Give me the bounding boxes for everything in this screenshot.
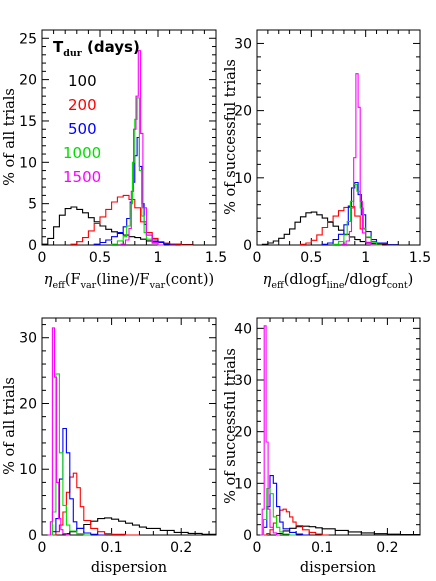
x-tick-label: 0.5	[89, 250, 111, 266]
panel-top-left-series	[41, 50, 205, 246]
x-tick-label: 0.1	[100, 540, 122, 556]
legend-entry-100: 100	[68, 72, 97, 90]
series-200-line	[52, 472, 140, 536]
legend: Tdur (days) 100 200 500 1000 1500	[53, 38, 140, 186]
series-100-line	[270, 525, 421, 536]
series-500-line	[321, 181, 399, 246]
panel-top-right-y-ticks: 0 10 20 30	[234, 29, 420, 254]
y-tick-label: 30	[19, 331, 37, 347]
x-tick-label: 0.2	[170, 540, 192, 556]
y-tick-label: 30	[234, 36, 252, 52]
legend-entry-1000: 1000	[63, 144, 101, 162]
series-1000-line	[260, 487, 297, 536]
panel-bottom-left-y-ticks: 0 10 20 30	[19, 324, 216, 544]
series-100-line	[55, 517, 217, 536]
panel-bottom-right: 0 0.1 0.2 0 10 20 30 40 % of successful trials…	[223, 317, 421, 576]
panel-bottom-right-ylabel: % of successful trials	[223, 348, 239, 504]
series-1500-line	[120, 50, 164, 246]
legend-entry-200: 200	[68, 96, 97, 114]
panel-top-left: 0 0.5 1 1.5 0 5 10 15 20 25 % of all trials ηeff…	[2, 29, 227, 291]
series-1000-line	[111, 97, 164, 246]
y-tick-label: 10	[19, 155, 37, 171]
panel-top-left-y-ticks: 0 5 10 15 20 25	[19, 29, 216, 254]
x-tick-label: 0.2	[376, 540, 398, 556]
y-tick-label: 20	[234, 104, 252, 120]
x-tick-label: 1.5	[205, 250, 227, 266]
x-tick-label: 1.5	[409, 250, 431, 266]
y-tick-label: 5	[28, 197, 37, 213]
legend-entry-1500: 1500	[63, 168, 101, 186]
legend-entry-500: 500	[68, 120, 97, 138]
y-tick-label: 20	[234, 425, 252, 441]
x-tick-label: 1	[361, 250, 370, 266]
x-tick-label: 0	[253, 250, 262, 266]
panel-bottom-left-ylabel: % of all trials	[2, 377, 18, 475]
panel-bottom-left-xlabel: dispersion	[91, 560, 167, 576]
series-1500-line	[260, 325, 280, 536]
panel-top-right-ylabel: % of successful trials	[223, 59, 239, 215]
panel-top-left-ylabel: % of all trials	[2, 88, 18, 186]
panel-bottom-right-y-ticks: 0 10 20 30 40	[234, 317, 420, 544]
panel-bottom-right-xlabel: dispersion	[300, 560, 376, 576]
panel-top-right-xlabel: ηeff(dlogfline/dlogfcont)	[263, 272, 414, 291]
panel-top-right-series	[257, 73, 410, 246]
y-tick-label: 0	[28, 238, 37, 254]
y-tick-label: 20	[19, 396, 37, 412]
y-tick-label: 0	[243, 528, 252, 544]
panel-bottom-left-x-ticks: 0 0.1 0.2	[38, 318, 210, 556]
y-tick-label: 25	[19, 31, 37, 47]
y-tick-label: 30	[234, 373, 252, 389]
series-1000-line	[49, 373, 91, 536]
panel-top-right-x-ticks: 0 0.5 1 1.5	[253, 30, 431, 266]
legend-title: Tdur (days)	[53, 38, 140, 59]
y-tick-label: 15	[19, 114, 37, 130]
x-tick-label: 0	[253, 540, 262, 556]
series-500-line	[49, 427, 105, 536]
y-tick-label: 40	[234, 321, 252, 337]
series-1500-line	[341, 73, 377, 246]
panel-bottom-left-series	[47, 327, 217, 536]
x-tick-label: 0.5	[300, 250, 322, 266]
panel-bottom-left: 0 0.1 0.2 0 10 20 30 % of all trials dispersi…	[2, 317, 217, 576]
panel-top-left-x-ticks: 0 0.5 1 1.5	[38, 30, 227, 266]
x-tick-label: 0	[38, 540, 47, 556]
series-100-line	[257, 211, 410, 246]
series-1000-line	[332, 183, 382, 246]
y-tick-label: 10	[19, 462, 37, 478]
x-tick-label: 1	[154, 250, 163, 266]
y-tick-label: 20	[19, 73, 37, 89]
y-tick-label: 10	[234, 171, 252, 187]
series-1500-line	[47, 327, 70, 536]
x-tick-label: 0	[38, 250, 47, 266]
series-200-line	[70, 194, 193, 246]
panel-bottom-right-x-ticks: 0 0.1 0.2	[253, 318, 414, 556]
x-tick-label: 0.1	[311, 540, 333, 556]
panel-top-left-xlabel: ηeff(Fvar(line)/Fvar(cont))	[44, 272, 214, 291]
y-tick-label: 10	[234, 476, 252, 492]
y-tick-label: 0	[28, 528, 37, 544]
panel-bottom-right-series	[260, 325, 421, 536]
y-tick-label: 0	[243, 238, 252, 254]
